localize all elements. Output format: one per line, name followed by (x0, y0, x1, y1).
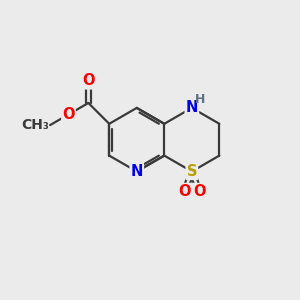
Text: CH₃: CH₃ (21, 118, 49, 132)
Text: O: O (62, 107, 75, 122)
Text: N: N (130, 164, 143, 179)
Text: O: O (178, 184, 191, 199)
Text: O: O (82, 74, 94, 88)
Text: N: N (186, 100, 198, 116)
Text: O: O (193, 184, 205, 199)
Text: H: H (195, 93, 205, 106)
Text: S: S (187, 164, 197, 179)
